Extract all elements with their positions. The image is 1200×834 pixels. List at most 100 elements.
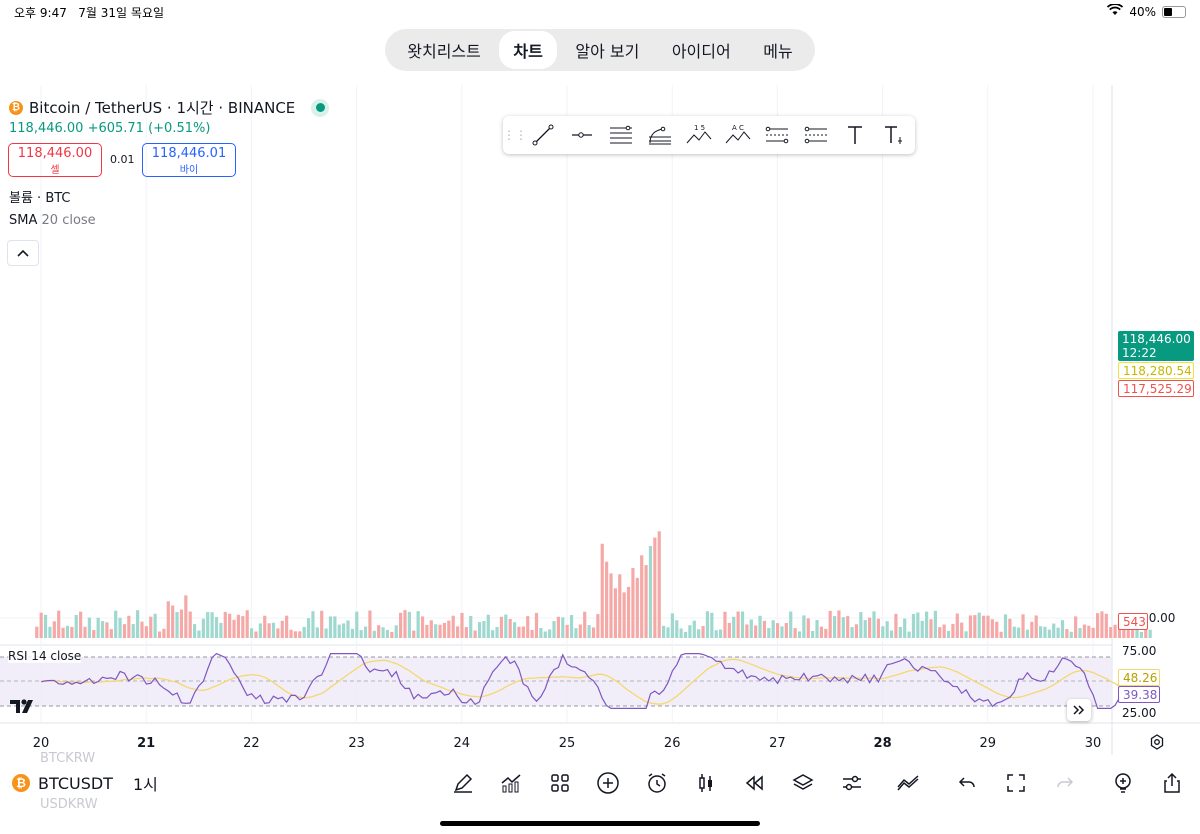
volume-bar	[587, 625, 591, 638]
symbol-selector[interactable]: ₿ BTCUSDT 1시	[12, 771, 158, 795]
volume-bar	[420, 616, 425, 638]
volume-bar	[504, 614, 508, 638]
volume-bar	[57, 610, 61, 638]
interval-selector[interactable]: 1시	[132, 775, 158, 794]
volume-bar	[491, 630, 495, 638]
bar-countdown: 12:22	[1122, 346, 1157, 360]
trend-line-icon	[532, 124, 553, 146]
chart-type-button[interactable]	[693, 770, 719, 796]
volume-bar	[973, 615, 977, 638]
volume-bar	[1078, 628, 1082, 638]
volume-bar	[96, 617, 100, 638]
grip-icon[interactable]: ⋮⋮	[503, 128, 527, 142]
price-chart[interactable]: 123,000.00122,000.00121,000.00120,000.00…	[0, 85, 1200, 755]
tab-watchlist[interactable]: 왓치리스트	[407, 42, 481, 61]
anchored-text-tool[interactable]	[874, 116, 913, 154]
volume-bar	[381, 627, 385, 638]
volume-bar	[241, 616, 245, 638]
fib-retracement-tool[interactable]	[640, 116, 679, 154]
volume-bar	[583, 611, 587, 638]
volume-bar	[245, 610, 249, 638]
volume-bar	[968, 615, 973, 638]
volume-bar	[819, 626, 824, 638]
volume-bar	[863, 620, 867, 638]
undo-button[interactable]	[954, 770, 980, 796]
wifi-icon	[1107, 3, 1124, 19]
abcd-pattern-tool[interactable]: A C	[718, 116, 757, 154]
volume-bar	[1021, 614, 1025, 638]
share-button[interactable]	[1159, 770, 1185, 796]
tab-ideas[interactable]: 아이디어	[671, 42, 731, 61]
volume-bar	[828, 610, 832, 638]
fullscreen-button[interactable]	[1003, 770, 1029, 796]
add-button[interactable]	[595, 770, 621, 796]
volume-bar	[175, 611, 179, 638]
tab-chart[interactable]: 차트	[499, 31, 557, 69]
volume-bar	[368, 610, 372, 638]
volume-bar	[942, 624, 946, 638]
volume-bar	[228, 613, 232, 638]
volume-bar	[1047, 629, 1051, 638]
sma-legend[interactable]: SMA 20 close	[9, 213, 96, 228]
volume-bar	[153, 613, 157, 638]
chart-settings-button[interactable]	[1148, 733, 1166, 751]
horizontal-ray-icon	[571, 132, 592, 138]
volume-bar	[464, 627, 468, 638]
text-tool[interactable]	[835, 116, 874, 154]
volume-bar	[346, 620, 350, 638]
sell-button[interactable]: 118,446.00 셀	[8, 143, 102, 177]
volume-bar	[767, 627, 771, 638]
volume-bar	[789, 611, 793, 638]
last-price: 118,446.00	[9, 121, 84, 136]
volume-bar	[832, 616, 837, 638]
layout-button[interactable]	[547, 770, 573, 796]
volume-bar	[127, 615, 131, 638]
volume-bar	[846, 616, 850, 638]
volume-bar	[521, 626, 525, 638]
volume-bar	[732, 616, 736, 638]
symbol-header[interactable]: ₿ Bitcoin / TetherUS · 1시간 · BINANCE	[9, 97, 330, 118]
alert-button[interactable]	[644, 770, 670, 796]
chevron-up-icon	[17, 249, 29, 257]
draw-button[interactable]	[450, 770, 476, 796]
redo-button[interactable]	[1052, 770, 1078, 796]
volume-bar	[473, 630, 477, 638]
volume-bar	[385, 629, 390, 638]
parallel-channel-tool[interactable]	[601, 116, 640, 154]
tab-menu[interactable]: 메뉴	[763, 42, 793, 61]
xabcd-pattern-tool[interactable]: 1 5	[679, 116, 718, 154]
volume-bar	[1003, 614, 1008, 638]
scroll-to-latest-button[interactable]	[1067, 699, 1091, 721]
volume-bar	[837, 610, 841, 638]
volume-bar	[723, 611, 727, 638]
volume-legend[interactable]: 볼륨 · BTC	[9, 191, 71, 206]
volume-bar	[964, 631, 968, 638]
indicators-button[interactable]	[498, 770, 524, 796]
price-range-tool[interactable]	[796, 116, 835, 154]
ideas-button[interactable]	[1110, 770, 1136, 796]
horizontal-ray-tool[interactable]	[562, 116, 601, 154]
date-range-tool[interactable]	[757, 116, 796, 154]
buy-button[interactable]: 118,446.01 바이	[142, 143, 236, 177]
status-indicators: 40%	[1107, 3, 1186, 19]
tab-explore[interactable]: 알아 보기	[575, 42, 640, 61]
buy-label: 바이	[179, 165, 199, 176]
volume-bar	[201, 618, 205, 638]
text-icon	[847, 126, 862, 144]
volume-bar	[328, 616, 333, 638]
rsi-legend[interactable]: RSI 14 close	[8, 649, 82, 663]
trend-line-tool[interactable]	[523, 116, 562, 154]
volume-bar	[315, 627, 319, 638]
volume-bar	[293, 631, 298, 638]
volume-bar	[574, 628, 578, 638]
volume-bar	[683, 631, 688, 638]
indicators-icon	[501, 774, 521, 793]
compare-button[interactable]	[896, 770, 922, 796]
settings-button[interactable]	[839, 770, 865, 796]
layers-button[interactable]	[790, 770, 816, 796]
replay-button[interactable]	[741, 770, 767, 796]
collapse-legend-button[interactable]	[7, 240, 39, 266]
volume-bar	[1091, 627, 1095, 638]
volume-bar	[1052, 623, 1056, 638]
volume-bar	[1122, 629, 1126, 638]
